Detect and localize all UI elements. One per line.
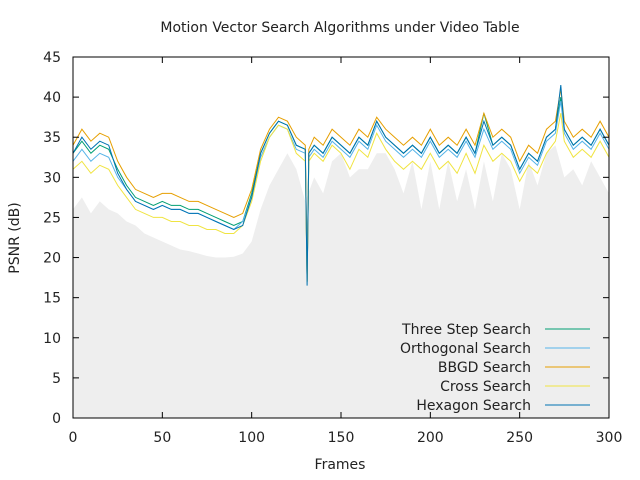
y-tick-label-2: 10	[43, 331, 61, 347]
y-tick-label-1: 5	[52, 371, 61, 387]
y-tick-label-8: 40	[43, 90, 61, 106]
x-tick-label-4: 200	[417, 430, 444, 446]
x-tick-label-0: 0	[69, 430, 78, 446]
chart-title: Motion Vector Search Algorithms under Vi…	[160, 20, 519, 36]
x-tick-label-6: 300	[596, 430, 623, 446]
series-line-2	[72, 89, 610, 282]
legend-label-1: Orthogonal Search	[400, 341, 531, 357]
legend-label-4: Hexagon Search	[416, 398, 531, 414]
legend: Three Step Search Orthogonal Search BBGD S…	[400, 322, 590, 414]
series-line-4	[72, 85, 610, 286]
x-tick-label-3: 150	[328, 430, 355, 446]
y-tick-label-3: 15	[43, 291, 61, 307]
y-tick-label-6: 30	[43, 170, 61, 186]
x-tick-label-2: 100	[238, 430, 265, 446]
x-tick-label-5: 250	[506, 430, 533, 446]
y-tick-label-9: 45	[43, 50, 61, 66]
y-tick-label-4: 20	[43, 251, 61, 267]
legend-label-3: Cross Search	[440, 379, 531, 395]
y-tick-label-5: 25	[43, 210, 61, 226]
legend-label-0: Three Step Search	[401, 322, 531, 338]
y-axis-title: PSNR (dB)	[7, 202, 23, 273]
y-tick-label-0: 0	[52, 411, 61, 427]
x-axis-title: Frames	[315, 457, 366, 473]
x-axis-ticks: 0 50 100 150 200 250 300	[69, 57, 623, 446]
legend-label-2: BBGD Search	[438, 360, 531, 376]
background-area	[73, 145, 609, 418]
x-tick-label-1: 50	[153, 430, 171, 446]
plot-area	[72, 56, 610, 419]
y-tick-label-7: 35	[43, 130, 61, 146]
series-line-3	[72, 113, 610, 282]
y-axis-ticks: 0 5 10 15 20 25 30 35 40 45	[43, 50, 609, 427]
